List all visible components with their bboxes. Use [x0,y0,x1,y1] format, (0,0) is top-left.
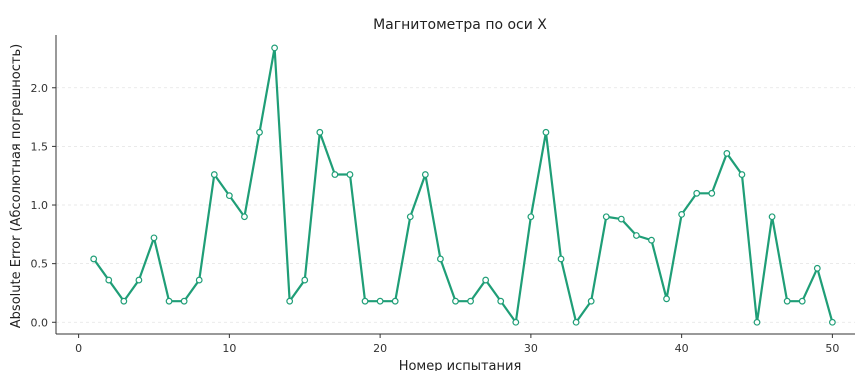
data-point [361,297,369,305]
data-point [587,297,595,305]
data-point [617,215,625,223]
data-point [271,44,278,52]
data-point [678,210,686,218]
chart-title: Магнитометра по оси X [373,17,547,33]
data-point [572,318,580,326]
series [90,44,836,326]
data-point [391,297,399,305]
data-point [738,171,746,178]
data-point [331,171,339,178]
data-point [195,276,203,284]
x-tick-label: 20 [373,342,387,355]
data-point [165,297,173,305]
y-tick-label: 0.0 [31,316,49,329]
data-point [135,276,143,284]
x-tick-label: 40 [675,342,689,355]
data-point [286,297,294,305]
data-point [210,171,218,178]
data-point [482,276,490,284]
data-point [512,318,520,326]
data-point [693,189,701,197]
data-point [406,213,414,221]
y-tick-label: 1.0 [31,199,49,212]
y-tick-label: 1.5 [31,140,49,153]
axes [55,35,855,335]
data-point [120,297,128,305]
x-tick-label: 0 [75,342,82,355]
data-point [437,255,444,263]
data-point [421,171,429,178]
data-point [557,255,565,263]
y-tick-label: 2.0 [31,82,49,95]
data-point [723,150,731,157]
data-point [542,128,550,136]
data-point [150,234,158,242]
data-point [180,297,188,305]
data-point [753,318,761,326]
grid [56,87,855,323]
x-tick-label: 30 [524,342,538,355]
data-point [452,297,459,305]
x-tick-label: 50 [825,342,839,355]
x-tick-label: 10 [222,342,236,355]
data-point [241,213,248,221]
data-point [648,236,655,244]
data-point [316,128,324,136]
data-point [105,276,113,284]
ticks: 0.0 0.5 1.0 1.5 2.0 0 10 20 30 40 50 [31,82,840,355]
data-point [828,318,836,326]
data-point [798,297,806,305]
data-point [225,192,233,200]
data-point [527,213,535,221]
data-point [346,171,354,178]
data-point [301,276,309,284]
data-point [633,232,640,239]
y-axis-label: Absolute Error (Абсолютная погрешность) [9,44,24,328]
data-point [467,297,474,305]
x-axis-label: Номер испытания [399,359,522,371]
y-tick-label: 0.5 [31,258,49,271]
data-point [376,297,384,305]
data-point [497,297,505,305]
data-point [768,213,776,221]
data-point [708,189,716,197]
data-point [90,255,98,263]
data-point [256,128,263,136]
data-point [602,213,610,221]
data-point [813,264,821,272]
data-point [783,297,791,305]
data-point [663,295,670,303]
series-line [92,46,834,324]
